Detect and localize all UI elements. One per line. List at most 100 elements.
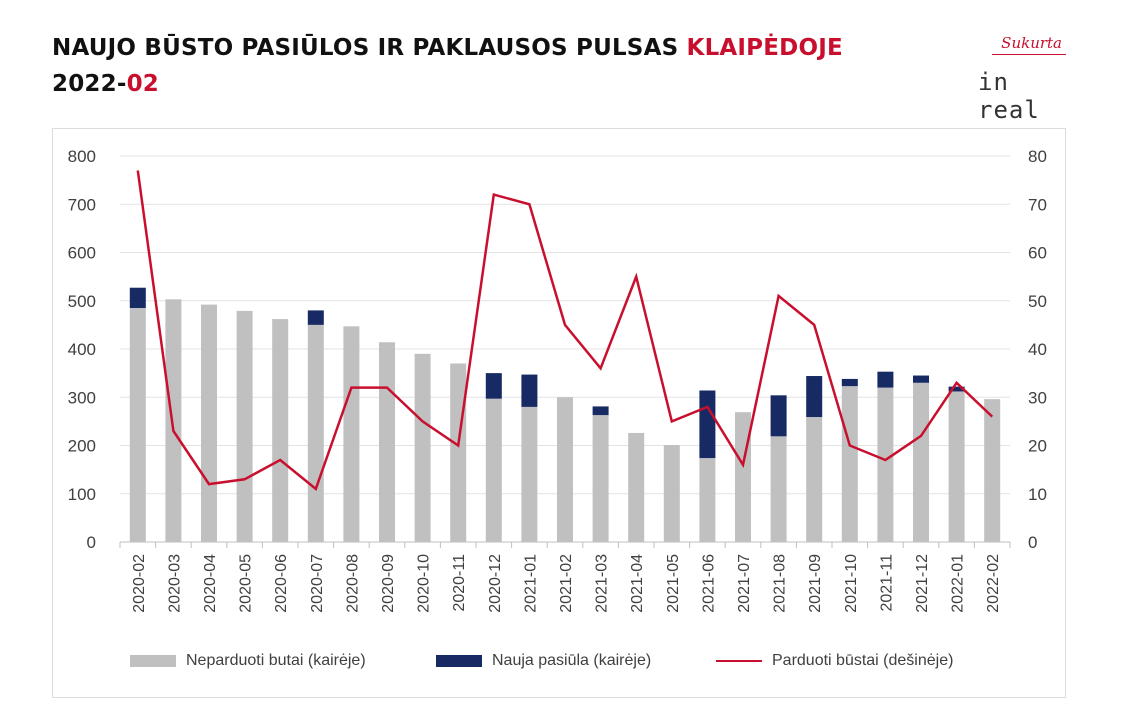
sukurta-underline: [992, 54, 1066, 55]
inreal-logo: in real: [978, 68, 1040, 124]
x-tick-label: 2022-01: [950, 554, 967, 613]
title-line-2: 2022-02: [52, 66, 843, 102]
y-left-tick-label: 100: [68, 485, 96, 504]
bar-unsold: [663, 445, 680, 542]
x-tick-label: 2021-09: [807, 554, 824, 613]
title-prefix: NAUJO BŪSTO PASIŪLOS IR PAKLAUSOS PULSAS: [52, 35, 687, 61]
bar-new-supply: [948, 386, 965, 392]
y-left-tick-label: 600: [68, 244, 96, 263]
bar-unsold: [628, 432, 645, 542]
x-tick-label: 2020-12: [487, 554, 504, 613]
bar-unsold: [592, 415, 609, 542]
y-right-tick-label: 80: [1028, 147, 1047, 166]
x-tick-label: 2021-10: [843, 554, 860, 613]
x-tick-label: 2021-08: [772, 554, 789, 613]
bar-new-supply: [485, 373, 502, 399]
x-tick-label: 2021-05: [665, 554, 682, 613]
y-left-tick-label: 200: [68, 437, 96, 456]
y-right-tick-label: 10: [1028, 485, 1047, 504]
bar-unsold: [877, 387, 894, 542]
bar-unsold: [485, 398, 502, 542]
legend-label-unsold: Neparduoti butai (kairėje): [186, 652, 366, 669]
title-city: KLAIPĖDOJE: [686, 35, 843, 61]
legend-item-new-supply: Nauja pasiūla (kairėje): [436, 652, 651, 670]
bar-unsold: [948, 391, 965, 542]
title-line-1: NAUJO BŪSTO PASIŪLOS IR PAKLAUSOS PULSAS…: [52, 30, 843, 66]
y-left-tick-label: 700: [68, 195, 96, 214]
legend-item-sold: Parduoti būstai (dešinėje): [716, 652, 953, 670]
x-tick-label: 2021-01: [522, 554, 539, 613]
x-tick-label: 2020-04: [202, 554, 219, 613]
bar-unsold: [343, 326, 360, 542]
sukurta-label: Sukurta: [1001, 34, 1062, 52]
bar-unsold: [699, 458, 716, 542]
x-tick-label: 2020-02: [131, 554, 148, 613]
legend-swatch-unsold: [130, 655, 176, 667]
bar-unsold: [806, 417, 823, 542]
legend-label-new-supply: Nauja pasiūla (kairėje): [492, 652, 652, 669]
title-month: 02: [126, 71, 159, 97]
bar-unsold: [236, 310, 253, 542]
bar-new-supply: [129, 287, 146, 308]
bar-unsold: [129, 307, 146, 542]
bar-new-supply: [841, 378, 858, 387]
legend-swatch-new-supply: [436, 655, 482, 667]
legend-swatch-sold: [716, 660, 762, 662]
chart-title: NAUJO BŪSTO PASIŪLOS IR PAKLAUSOS PULSAS…: [52, 30, 843, 102]
x-tick-label: 2021-12: [914, 554, 931, 613]
y-right-tick-label: 30: [1028, 388, 1047, 407]
y-left-tick-label: 500: [68, 292, 96, 311]
y-left-tick-label: 0: [87, 533, 96, 552]
x-tick-label: 2020-09: [380, 554, 397, 613]
bar-new-supply: [806, 376, 823, 418]
bar-unsold: [521, 406, 538, 542]
bar-new-supply: [913, 375, 929, 383]
bar-unsold: [414, 353, 431, 542]
x-tick-label: 2020-03: [166, 554, 183, 613]
x-tick-label: 2020-11: [451, 554, 468, 612]
bar-new-supply: [877, 371, 894, 388]
bar-unsold: [307, 324, 324, 542]
x-tick-label: 2021-11: [878, 554, 895, 612]
bar-unsold: [165, 299, 182, 542]
bar-new-supply: [699, 390, 716, 459]
chart-frame: [52, 128, 1066, 698]
bars: [129, 287, 1001, 542]
bar-unsold: [984, 399, 1001, 542]
x-tick-label: 2020-06: [273, 554, 290, 613]
x-tick-label: 2022-02: [985, 554, 1002, 613]
x-tick-label: 2021-02: [558, 554, 575, 613]
axes: 0 100 200 300 400 500 600 700 800 0 10 20 30 40 50 60 70…: [68, 147, 1047, 613]
x-tick-label: 2020-08: [344, 554, 361, 613]
y-right-tick-label: 60: [1028, 244, 1047, 263]
y-left-tick-label: 800: [68, 147, 96, 166]
legend: Neparduoti butai (kairėje) Nauja pasiūla…: [52, 652, 1066, 676]
y-right-tick-label: 0: [1028, 533, 1037, 552]
x-tick-label: 2021-06: [700, 554, 717, 613]
bar-new-supply: [592, 406, 609, 416]
x-tick-label: 2021-07: [736, 554, 753, 613]
sold-line: [136, 170, 994, 491]
sold-series-line: [136, 170, 994, 491]
bar-unsold: [379, 342, 395, 542]
bar-unsold: [272, 319, 289, 542]
x-tick-label: 2020-07: [309, 554, 326, 613]
bar-new-supply: [770, 395, 787, 437]
bar-unsold: [913, 382, 929, 542]
bar-unsold: [450, 363, 467, 542]
y-right-tick-label: 40: [1028, 340, 1047, 359]
bar-unsold: [557, 397, 573, 542]
bar-unsold: [201, 304, 217, 542]
x-tick-label: 2020-10: [416, 554, 433, 613]
bar-new-supply: [521, 374, 538, 407]
y-right-tick-label: 70: [1028, 195, 1047, 214]
y-right-tick-label: 50: [1028, 292, 1047, 311]
y-right-tick-label: 20: [1028, 437, 1047, 456]
legend-item-unsold: Neparduoti butai (kairėje): [130, 652, 366, 670]
bar-unsold: [735, 412, 751, 542]
brand-logo: Sukurta in real: [962, 34, 1072, 124]
legend-label-sold: Parduoti būstai (dešinėje): [772, 652, 954, 669]
y-left-tick-label: 300: [68, 388, 96, 407]
bar-unsold: [770, 436, 787, 542]
